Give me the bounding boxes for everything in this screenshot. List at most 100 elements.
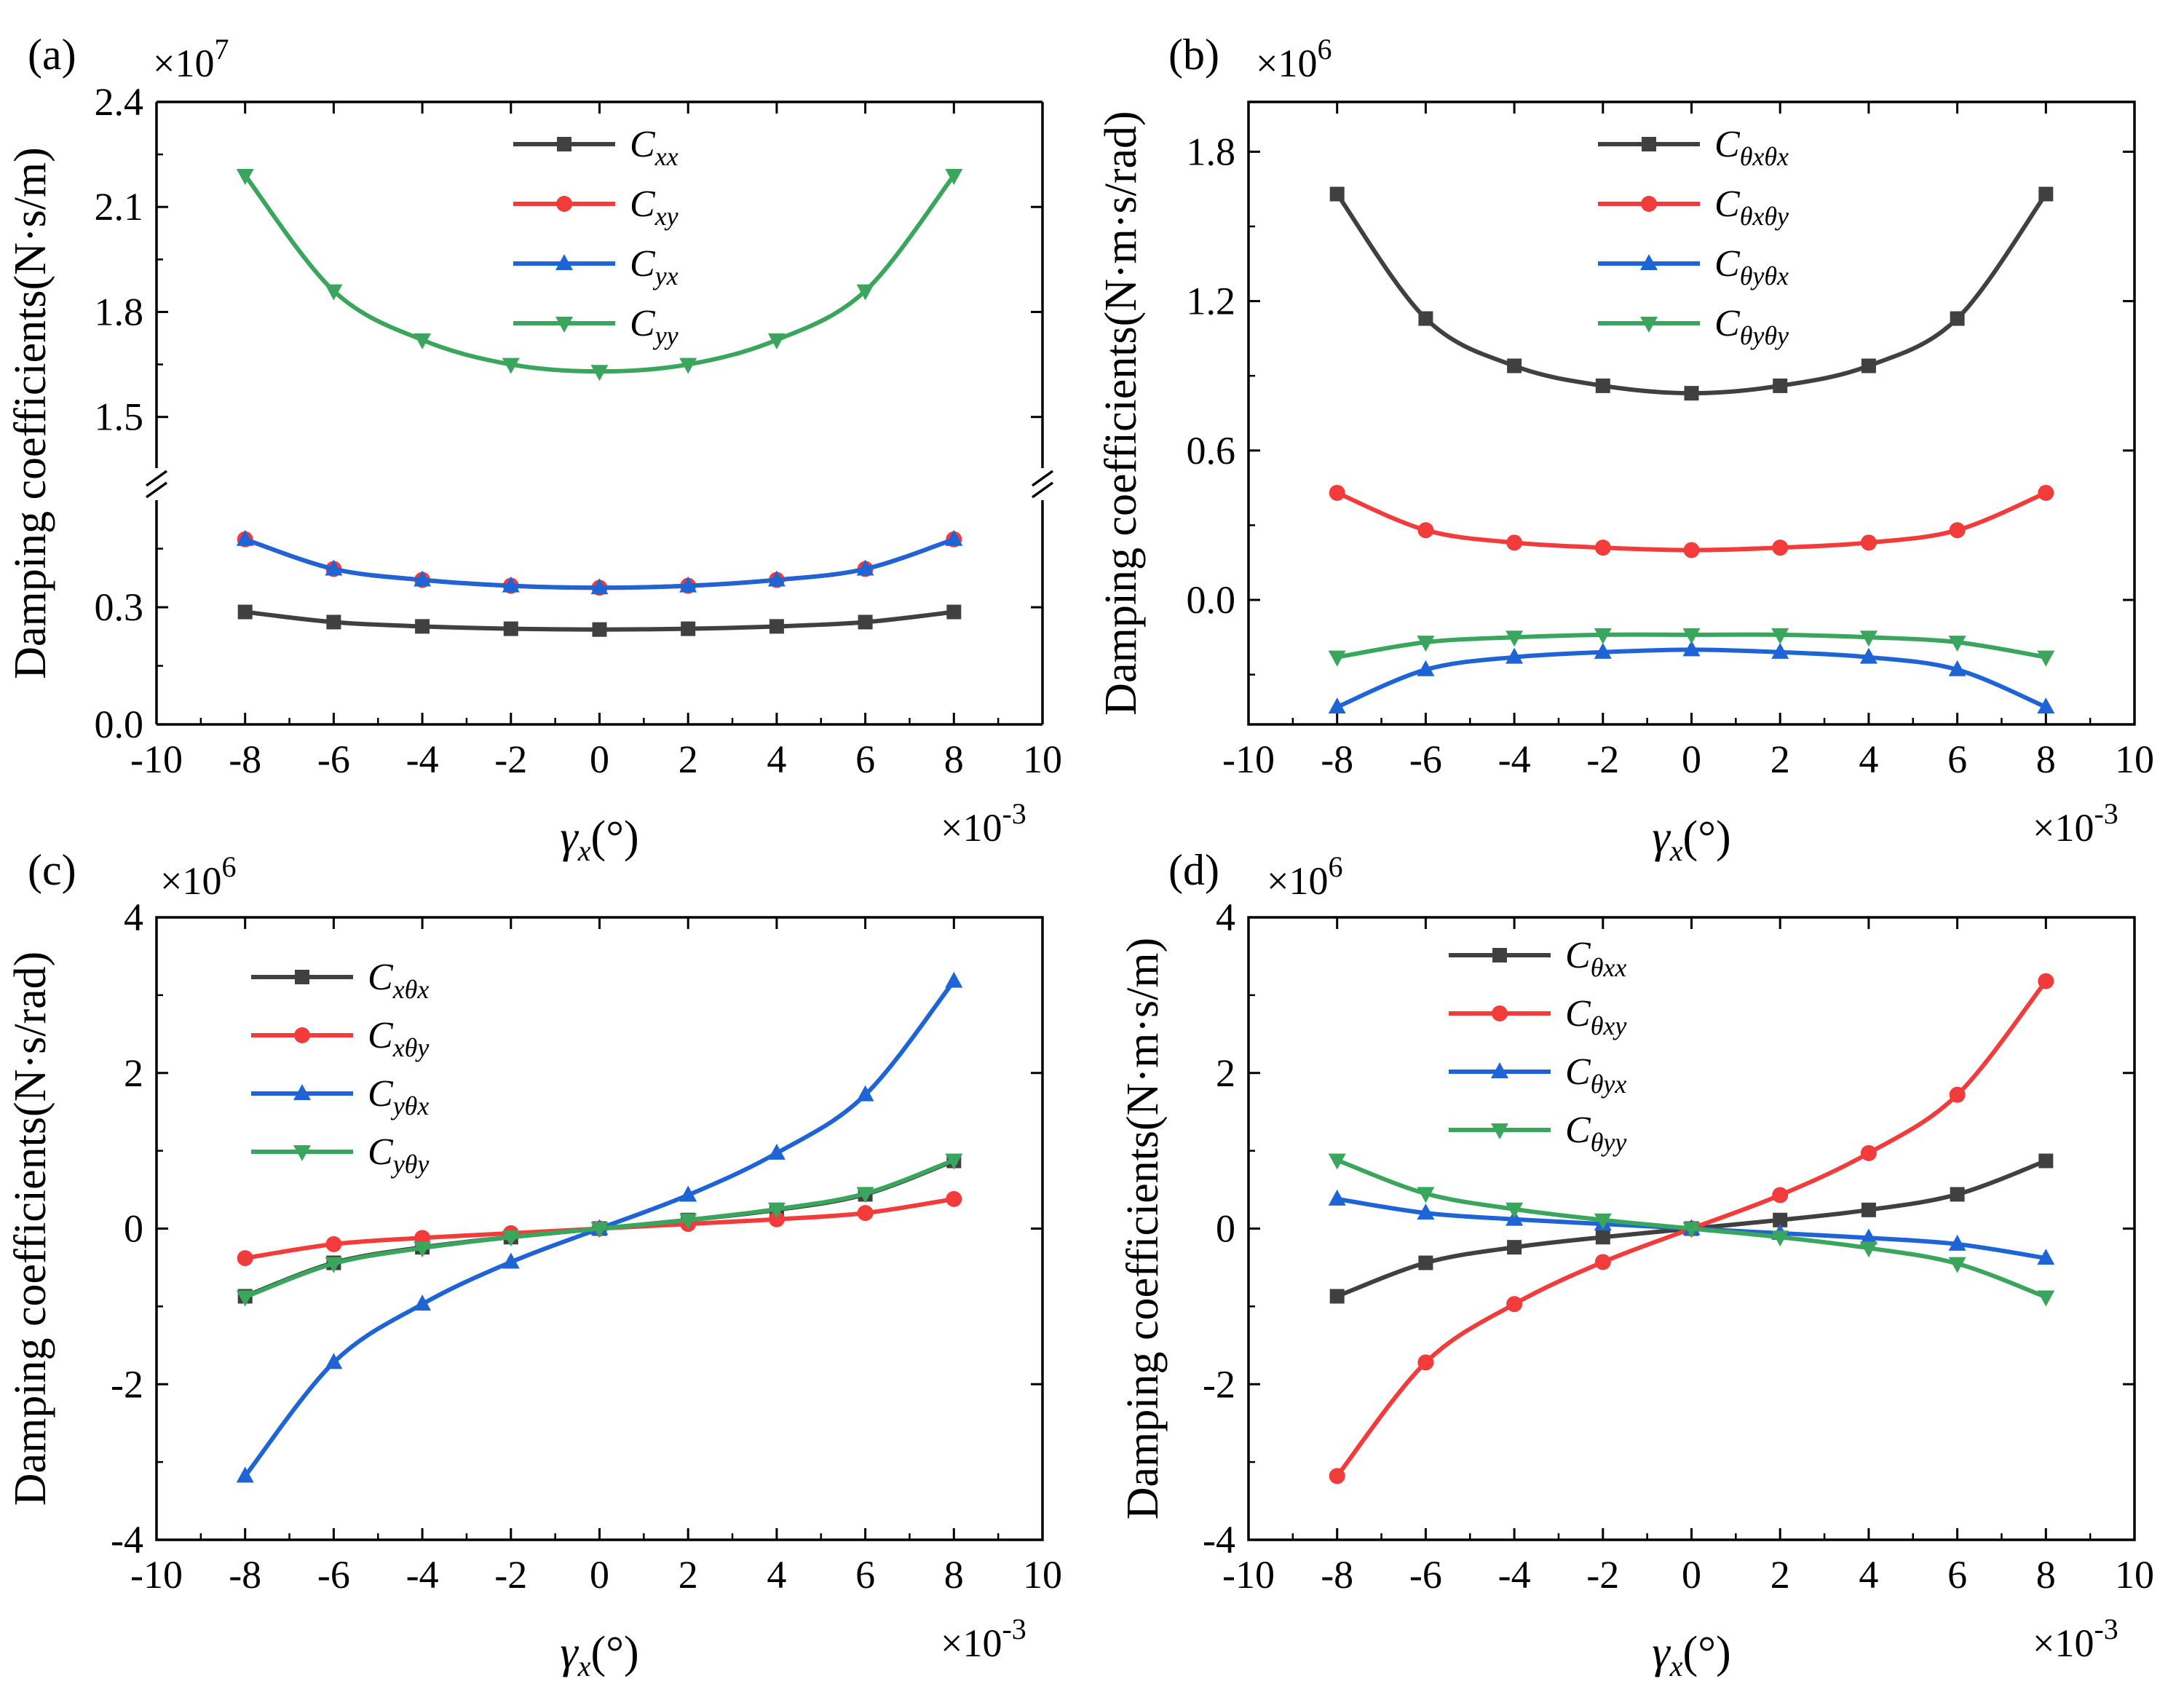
x-multiplier: ×10-3	[941, 797, 1026, 850]
y-tick-label: -4	[111, 1518, 143, 1562]
y-tick-label: 2	[1216, 1051, 1235, 1095]
x-tick-label: 6	[855, 738, 875, 781]
data-point	[414, 1294, 432, 1311]
data-point	[1594, 1254, 1611, 1270]
y-tick-label: 0.3	[95, 585, 144, 629]
legend-marker	[555, 317, 573, 333]
y-axis-title: Damping coefficients(N·s/m)	[6, 147, 55, 679]
series-Cyx	[236, 529, 963, 595]
data-point	[1682, 640, 1701, 657]
data-point	[1328, 650, 1346, 667]
x-tick-label: -4	[1498, 1553, 1531, 1597]
x-tick-label: -2	[494, 1553, 527, 1597]
x-tick-label: -10	[1222, 1553, 1275, 1597]
data-point	[1773, 1212, 1788, 1227]
legend-marker	[1640, 317, 1658, 333]
y-multiplier: ×107	[153, 33, 229, 85]
series-Cθxθx	[1329, 186, 2054, 401]
series-line	[1335, 192, 2048, 396]
data-point	[1329, 1468, 1345, 1484]
data-point	[2037, 650, 2055, 667]
legend-marker	[1492, 948, 1507, 962]
data-point	[1418, 311, 1433, 326]
data-point	[1418, 1255, 1433, 1270]
data-point	[1772, 539, 1789, 556]
legend-label: Cθyy	[1565, 1110, 1626, 1157]
data-point	[325, 1257, 343, 1273]
x-tick-label: 8	[944, 1553, 964, 1597]
legend-marker	[557, 137, 571, 151]
legend-label: Cθxθy	[1714, 183, 1789, 231]
data-point	[1682, 628, 1701, 644]
x-tick-label: -6	[317, 1553, 350, 1597]
data-point	[1329, 186, 1345, 202]
data-point	[1507, 358, 1522, 373]
legend-marker	[1642, 137, 1656, 151]
data-point	[1417, 660, 1435, 676]
y-tick-label: -2	[111, 1362, 143, 1406]
x-tick-label: -10	[130, 1553, 183, 1597]
data-point	[237, 604, 253, 620]
data-point	[236, 168, 254, 185]
data-point	[1506, 534, 1523, 551]
y-multiplier: ×106	[160, 850, 236, 903]
data-point	[502, 357, 520, 374]
panel-label: (a)	[28, 31, 76, 79]
x-tick-label: 4	[767, 1553, 786, 1597]
x-tick-label: 6	[855, 1553, 875, 1597]
legend: Cxθx Cxθy Cyθx Cyθy	[251, 957, 429, 1179]
data-point	[856, 1085, 874, 1102]
data-point	[1506, 1202, 1524, 1219]
series-Cyθy	[236, 1153, 963, 1307]
legend-marker	[293, 1145, 311, 1161]
y-tick-label: 0	[124, 1207, 143, 1251]
data-point	[1859, 1228, 1878, 1245]
data-point	[237, 1250, 253, 1267]
data-point	[1417, 522, 1434, 539]
data-point	[679, 576, 697, 593]
data-point	[1417, 1354, 1434, 1371]
data-point	[1506, 647, 1524, 664]
panel-label: (b)	[1168, 31, 1219, 79]
data-point	[1948, 660, 1966, 676]
x-tick-label: 6	[1947, 1553, 1967, 1597]
panel-b: -10 -8 -6 -4 -2 0 2 4 6 8 10 0.0 0.6 1.2 1.8 Cθxθx Cθxθy…	[1096, 31, 2154, 867]
x-multiplier: ×10-3	[2033, 1613, 2118, 1665]
legend-label: Cθxθx	[1714, 124, 1789, 171]
data-point	[858, 614, 873, 630]
y-multiplier: ×106	[1267, 850, 1342, 903]
data-point	[1506, 1296, 1523, 1313]
data-point	[2037, 1290, 2055, 1307]
x-multiplier: ×10-3	[941, 1613, 1026, 1665]
data-point	[1949, 522, 1966, 539]
legend-marker	[293, 1084, 311, 1100]
data-point	[2037, 697, 2055, 714]
data-point	[502, 1230, 520, 1247]
data-point	[1772, 1187, 1789, 1203]
data-point	[857, 1205, 874, 1222]
data-point	[1594, 628, 1612, 644]
x-tick-label: -4	[1498, 738, 1531, 781]
data-point	[1860, 1144, 1877, 1161]
legend-marker	[1492, 1005, 1508, 1021]
data-point	[946, 1190, 962, 1207]
panel-a: -10 -8 -6 -4 -2 0 2 4 6 8 100.00.31.51.82.12.4CxxC…	[6, 31, 1062, 867]
data-point	[1329, 1289, 1345, 1304]
data-point	[767, 333, 786, 349]
data-point	[1950, 311, 1965, 326]
data-point	[590, 365, 609, 381]
x-tick-label: 2	[678, 738, 698, 781]
data-point	[1417, 1203, 1435, 1220]
data-point	[1948, 1257, 1966, 1273]
x-tick-label: 10	[1023, 738, 1062, 781]
data-point	[1417, 636, 1435, 652]
legend-label: Cyθx	[368, 1073, 429, 1120]
x-tick-label: 10	[2115, 738, 2154, 781]
data-point	[590, 578, 609, 595]
data-point	[945, 529, 963, 546]
x-tick-label: 10	[1023, 1553, 1062, 1597]
data-point	[414, 1241, 432, 1258]
x-tick-label: 4	[1859, 738, 1878, 781]
y-tick-label: 4	[124, 896, 143, 939]
x-tick-label: 0	[590, 738, 609, 781]
